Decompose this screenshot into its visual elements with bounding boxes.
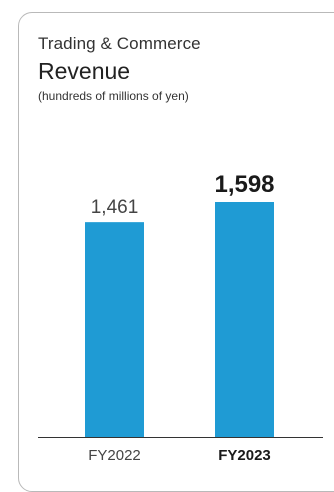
value-label-fy2023: 1,598 (214, 171, 274, 198)
category-label-fy2023: FY2023 (218, 447, 271, 464)
bar-chart: 1,461 FY2022 1,598 FY2023 (38, 171, 323, 464)
chart-title: Revenue (38, 58, 131, 84)
unit-label: (hundreds of millions of yen) (38, 89, 189, 103)
segment-label: Trading & Commerce (38, 34, 201, 53)
bar-fy2023 (215, 202, 274, 437)
chart-card (18, 12, 334, 492)
category-label-fy2022: FY2022 (88, 447, 141, 464)
bar-fy2022 (85, 222, 144, 437)
value-label-fy2022: 1,461 (91, 197, 139, 218)
